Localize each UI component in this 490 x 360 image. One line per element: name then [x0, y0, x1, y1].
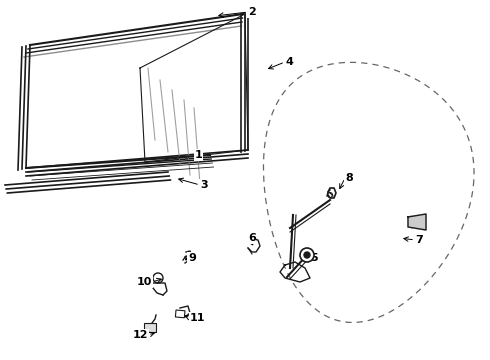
Bar — [175, 310, 185, 318]
Polygon shape — [408, 214, 426, 230]
Text: 10: 10 — [137, 277, 152, 287]
Text: 11: 11 — [190, 313, 205, 323]
Circle shape — [304, 252, 310, 258]
Bar — [144, 323, 156, 332]
Text: 7: 7 — [415, 235, 423, 245]
Text: 6: 6 — [248, 233, 256, 243]
Text: 3: 3 — [200, 180, 208, 190]
Text: 9: 9 — [188, 253, 196, 263]
Circle shape — [327, 193, 333, 198]
Text: 4: 4 — [285, 57, 293, 67]
Text: 2: 2 — [248, 7, 256, 17]
Circle shape — [153, 273, 163, 283]
Text: 8: 8 — [345, 173, 353, 183]
Text: 1: 1 — [195, 150, 203, 160]
Text: 5: 5 — [310, 253, 318, 263]
Circle shape — [300, 248, 314, 262]
Text: 12: 12 — [132, 330, 148, 340]
